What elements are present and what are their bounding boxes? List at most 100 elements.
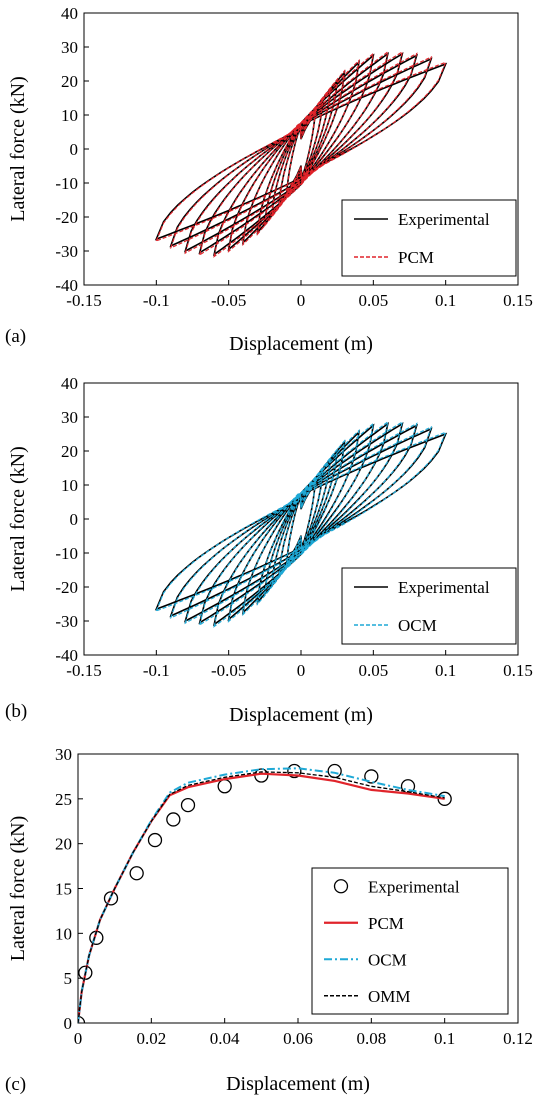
- legend: Experimental PCM OCM OMM: [311, 867, 509, 1015]
- legend-label: OCM: [368, 950, 407, 969]
- x-tick-label: 0.05: [358, 661, 388, 680]
- data-point-experimental-5: [147, 832, 163, 848]
- hysteresis-loop-ocm-1: [278, 470, 324, 577]
- y-tick-label: -30: [55, 612, 78, 631]
- x-tick-label: 0.04: [210, 1029, 240, 1048]
- hysteresis-loop-ocm-8: [198, 420, 404, 627]
- y-tick-label: 20: [61, 72, 78, 91]
- x-axis-title: Displacement (m): [229, 704, 373, 726]
- hysteresis-loop-pcm-4: [256, 69, 346, 236]
- chart-panel-2: 30 25 20 15 10 5 00 0.02 0.04 0.06 0.08 0.1 0.12 Disp…: [5, 745, 533, 1095]
- y-tick-label: -10: [55, 544, 78, 563]
- hysteresis-loop-pcm-8: [198, 50, 404, 257]
- plot-area: [154, 420, 448, 628]
- data-point-experimental-9: [254, 768, 269, 783]
- x-tick-label: 0: [297, 291, 306, 310]
- x-tick-label: -0.05: [211, 661, 246, 680]
- y-axis-title: Lateral force (kN): [7, 76, 29, 221]
- x-tick-label: -0.1: [143, 291, 170, 310]
- legend: Experimental PCM: [341, 199, 517, 277]
- x-tick-label: 0.05: [358, 291, 388, 310]
- y-tick-label: 0: [70, 140, 79, 159]
- panel-label: (c): [5, 1074, 26, 1095]
- y-tick-label: 40: [61, 4, 78, 23]
- data-point-experimental-3: [103, 891, 119, 906]
- legend-marker: [333, 879, 349, 894]
- y-tick-label: -20: [55, 578, 78, 597]
- hysteresis-loop-pcm-9: [184, 52, 418, 255]
- series-experimental: [78, 763, 452, 1023]
- legend-label: OMM: [368, 987, 411, 1006]
- legend-label: Experimental: [398, 210, 490, 229]
- y-tick-label: -30: [55, 242, 78, 261]
- y-tick-label: 40: [61, 374, 78, 393]
- series-pcm: [155, 50, 447, 258]
- hysteresis-loop-pcm-10: [169, 55, 433, 249]
- series-line-omm: [78, 771, 445, 1023]
- x-tick-label: -0.15: [66, 291, 101, 310]
- y-tick-label: 20: [55, 835, 72, 854]
- y-tick-label: 10: [61, 476, 78, 495]
- y-tick-label: 15: [55, 880, 72, 899]
- plot-area: [154, 50, 448, 258]
- hysteresis-loop-ocm-9: [184, 422, 418, 625]
- legend-label: Experimental: [398, 578, 490, 597]
- y-tick-label: 30: [61, 38, 78, 57]
- hysteresis-loop-pcm-7: [213, 50, 389, 258]
- x-tick-label: 0.06: [283, 1029, 313, 1048]
- chart-panel-0: 40 30 20 10 0 -10 -20 -30 -40-0.15 -0.1 -0.05 0 0.05…: [5, 4, 533, 355]
- data-point-experimental-11: [327, 763, 342, 779]
- y-tick-label: 10: [61, 106, 78, 125]
- legend: Experimental OCM: [341, 567, 517, 645]
- y-tick-label: 0: [64, 1014, 73, 1033]
- data-point-experimental-6: [166, 812, 181, 827]
- plot-area: [78, 763, 452, 1023]
- y-tick-label: 30: [61, 408, 78, 427]
- hysteresis-loop-ocm-11: [155, 431, 447, 612]
- x-tick-label: 0: [297, 661, 306, 680]
- series-ocm: [155, 420, 447, 628]
- y-axis-title: Lateral force (kN): [7, 816, 29, 961]
- y-tick-label: 10: [55, 924, 72, 943]
- legend-label: OCM: [398, 616, 437, 635]
- x-tick-label: -0.05: [211, 291, 246, 310]
- x-tick-label: 0.15: [503, 661, 533, 680]
- x-tick-label: 0: [74, 1029, 83, 1048]
- y-tick-label: -10: [55, 174, 78, 193]
- y-tick-label: -40: [55, 646, 78, 665]
- y-tick-label: -40: [55, 276, 78, 295]
- x-tick-label: 0.1: [434, 1029, 455, 1048]
- legend-label: PCM: [398, 248, 434, 267]
- legend-box: [341, 199, 517, 277]
- panel-label: (b): [5, 701, 27, 722]
- x-axis-title: Displacement (m): [229, 333, 373, 355]
- x-tick-label: 0.1: [435, 661, 456, 680]
- legend-label: PCM: [368, 914, 404, 933]
- legend-label: Experimental: [368, 877, 460, 896]
- x-tick-label: -0.1: [143, 661, 170, 680]
- x-axis-title: Displacement (m): [226, 1073, 370, 1095]
- y-tick-label: 25: [55, 790, 72, 809]
- y-tick-label: -20: [55, 208, 78, 227]
- hysteresis-loop-pcm-5: [242, 58, 360, 247]
- x-tick-label: 0.02: [136, 1029, 166, 1048]
- data-point-experimental-4: [129, 866, 144, 881]
- hysteresis-loop-pcm-11: [155, 61, 447, 242]
- legend-box: [341, 567, 517, 645]
- chart-panel-1: 40 30 20 10 0 -10 -20 -30 -40-0.15 -0.1 -0.05 0 0.05…: [5, 374, 533, 726]
- x-tick-label: 0.15: [503, 291, 533, 310]
- y-tick-label: 30: [55, 745, 72, 764]
- x-tick-label: 0.12: [503, 1029, 533, 1048]
- y-axis-title: Lateral force (kN): [7, 446, 29, 591]
- hysteresis-loop-ocm-7: [213, 420, 389, 628]
- x-tick-label: 0.08: [356, 1029, 386, 1048]
- y-tick-label: 0: [70, 510, 79, 529]
- y-tick-label: 5: [64, 969, 73, 988]
- hysteresis-loop-ocm-10: [169, 425, 433, 619]
- data-point-experimental-7: [180, 797, 196, 813]
- data-point-experimental-12: [364, 769, 379, 784]
- x-tick-label: 0.1: [435, 291, 456, 310]
- panel-label: (a): [5, 326, 26, 347]
- y-tick-label: 20: [61, 442, 78, 461]
